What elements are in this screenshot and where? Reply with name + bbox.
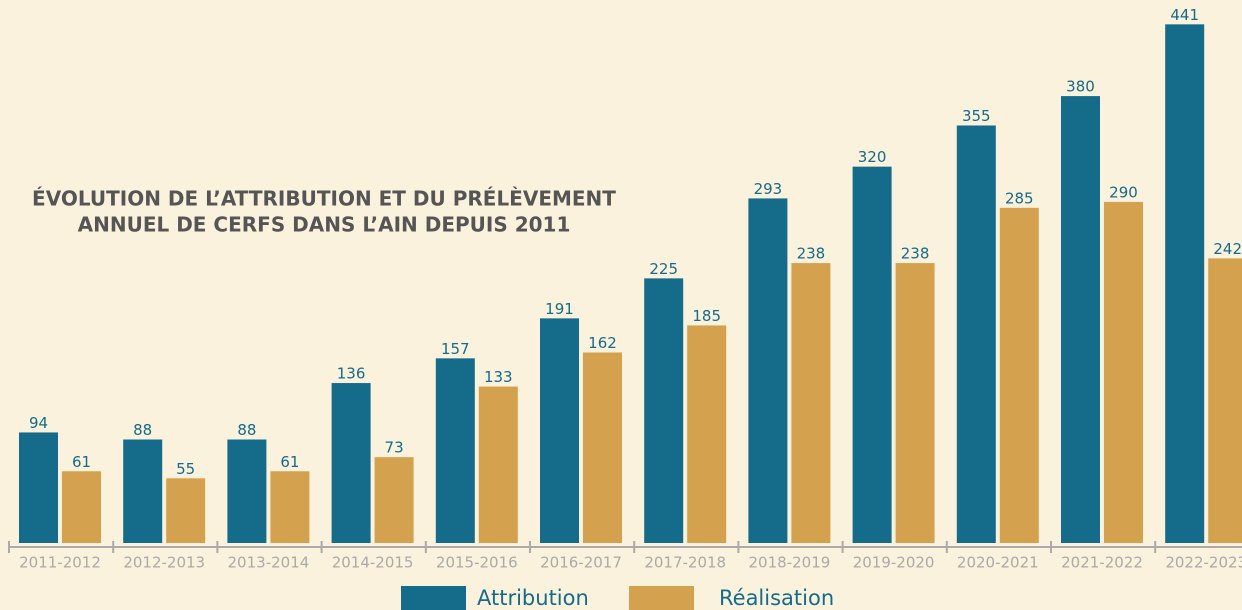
value-label: 441 [1170, 6, 1199, 24]
bar [1208, 258, 1242, 543]
bar [478, 386, 518, 543]
chart-title: ANNUEL DE CERFS DANS L’AIN DEPUIS 2011 [78, 213, 571, 237]
value-label: 293 [754, 180, 783, 198]
bar [374, 457, 414, 543]
value-label: 162 [588, 334, 617, 352]
x-tick-label: 2022-2023 [1165, 554, 1242, 572]
bar [540, 318, 579, 543]
bar [687, 325, 727, 543]
value-label: 290 [1109, 183, 1138, 201]
bar [956, 125, 996, 543]
value-label: 355 [962, 107, 991, 125]
bar [1165, 24, 1205, 544]
bar [19, 432, 58, 543]
value-label: 94 [29, 414, 48, 432]
value-label: 238 [797, 245, 826, 263]
legend-label: Réalisation [719, 586, 834, 610]
value-label: 320 [858, 148, 887, 166]
x-tick-label: 2021-2022 [1061, 554, 1143, 572]
bar [748, 198, 788, 543]
value-label: 136 [337, 365, 366, 383]
value-label: 73 [385, 439, 404, 457]
x-tick-label: 2016-2017 [540, 554, 622, 572]
legend-swatch [629, 586, 694, 610]
legend-swatch [401, 586, 466, 610]
bar [791, 263, 831, 543]
value-label: 61 [72, 453, 91, 471]
value-label: 88 [133, 421, 152, 439]
value-label: 61 [280, 453, 299, 471]
bar [435, 358, 475, 543]
value-label: 185 [692, 307, 721, 325]
value-label: 88 [237, 421, 256, 439]
value-label: 238 [901, 245, 930, 263]
bar [270, 471, 310, 543]
bar [123, 439, 163, 543]
x-tick-label: 2013-2014 [228, 554, 310, 572]
value-label: 225 [649, 260, 678, 278]
bar [166, 478, 206, 543]
bar [895, 263, 935, 543]
bar [1104, 201, 1143, 543]
value-label: 133 [484, 368, 513, 386]
x-tick-label: 2014-2015 [332, 554, 414, 572]
bar [644, 278, 684, 543]
legend-label: Attribution [477, 586, 589, 610]
bar [999, 207, 1039, 543]
bar [227, 439, 267, 543]
x-tick-label: 2020-2021 [957, 554, 1039, 572]
value-label: 380 [1066, 78, 1095, 96]
chart-title: ÉVOLUTION DE L’ATTRIBUTION ET DU PRÉLÈVE… [32, 187, 616, 211]
bar [331, 383, 371, 543]
value-label: 242 [1213, 240, 1242, 258]
value-label: 191 [545, 300, 574, 318]
bar [62, 471, 101, 543]
x-tick-label: 2018-2019 [749, 554, 831, 572]
bar [1061, 96, 1100, 543]
value-label: 157 [441, 340, 470, 358]
bar [852, 166, 892, 544]
x-tick-label: 2011-2012 [19, 554, 101, 572]
x-tick-label: 2015-2016 [436, 554, 518, 572]
bar [583, 352, 622, 543]
x-tick-label: 2017-2018 [644, 554, 726, 572]
x-tick-label: 2019-2020 [853, 554, 935, 572]
value-label: 55 [176, 460, 195, 478]
value-label: 285 [1005, 189, 1034, 207]
x-tick-label: 2012-2013 [123, 554, 205, 572]
